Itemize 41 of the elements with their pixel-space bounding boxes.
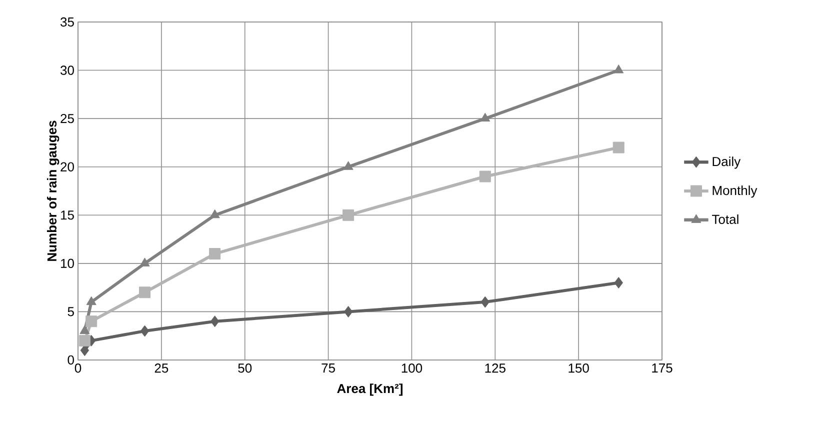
- x-tick-label: 100: [402, 364, 422, 373]
- point: [614, 276, 623, 288]
- y-tick-label: 25: [60, 114, 74, 124]
- point: [86, 296, 96, 306]
- y-tick-label: 10: [61, 258, 74, 268]
- legend-label: Monthly: [712, 186, 758, 198]
- x-tick-label: 0: [74, 364, 82, 373]
- point: [140, 258, 150, 266]
- point: [343, 161, 354, 170]
- point: [480, 296, 490, 308]
- point: [80, 325, 90, 334]
- point: [612, 142, 624, 154]
- legend-label: Total: [712, 214, 738, 224]
- x-tick-label: 50: [238, 364, 252, 373]
- x-tick-label: 150: [568, 364, 589, 373]
- y-tick-label: 5: [68, 307, 74, 316]
- x-tick-label: 25: [154, 364, 168, 373]
- point: [139, 286, 150, 298]
- point: [479, 170, 491, 182]
- legend-label: Daily: [712, 156, 741, 169]
- point: [78, 334, 90, 346]
- x-tick-label: 125: [485, 364, 506, 373]
- point: [209, 248, 221, 260]
- y-tick-label: 0: [68, 355, 74, 365]
- x-tick-label: 75: [322, 364, 335, 373]
- point: [344, 306, 353, 318]
- point: [480, 112, 490, 122]
- y-axis-title: Number of rain gauges: [46, 120, 60, 261]
- point: [80, 344, 90, 356]
- point: [210, 316, 220, 328]
- point: [86, 316, 98, 328]
- y-tick-label: 30: [60, 66, 74, 75]
- x-tick-label: 175: [652, 364, 672, 373]
- point: [140, 325, 150, 337]
- point: [614, 64, 624, 74]
- x-axis-title: Area [Km²]: [337, 384, 402, 396]
- y-tick-label: 20: [60, 162, 74, 172]
- y-tick-label: 15: [61, 210, 74, 220]
- point: [210, 209, 220, 218]
- point: [342, 209, 354, 221]
- y-tick-label: 35: [60, 17, 74, 27]
